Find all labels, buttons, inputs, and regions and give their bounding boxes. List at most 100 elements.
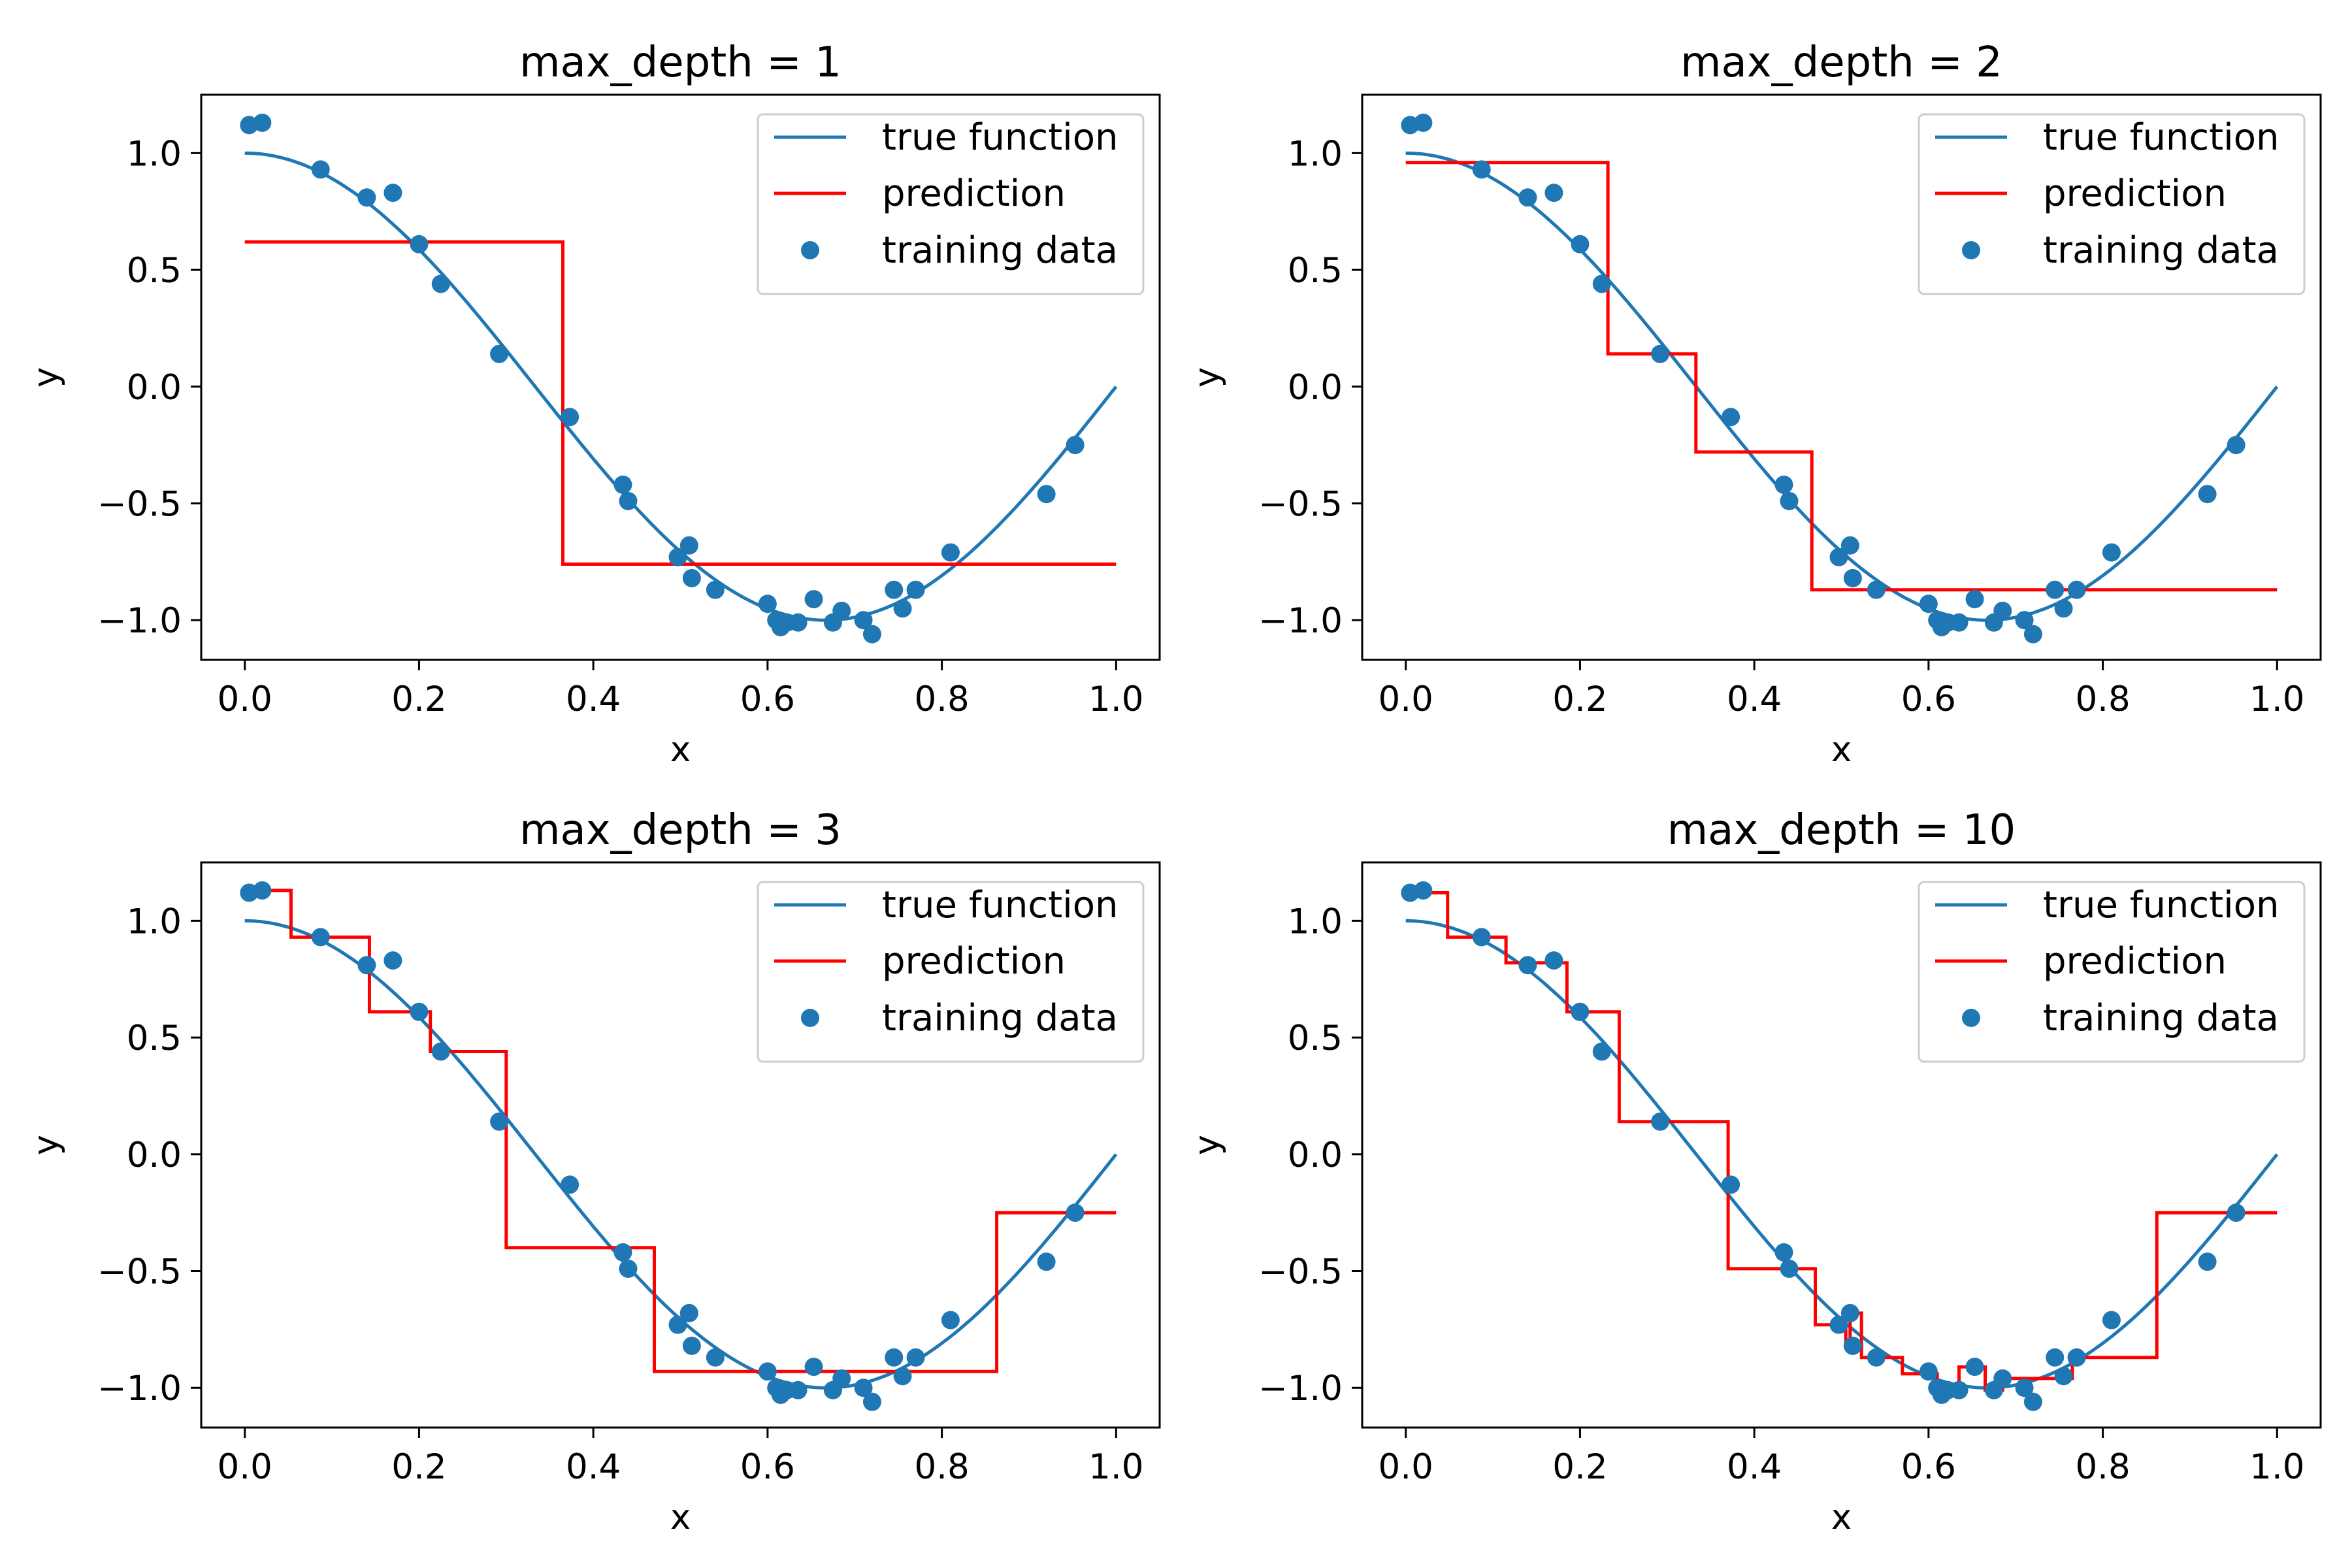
training-data-point: [885, 580, 904, 599]
plot-area: [1401, 113, 2279, 644]
training-data-point: [410, 235, 429, 253]
y-tick-label: 0.5: [127, 251, 182, 291]
x-tick-label: 0.0: [218, 679, 272, 719]
y-tick-label: 1.0: [127, 134, 182, 174]
x-tick-label: 0.6: [740, 679, 795, 719]
y-axis-label: y: [26, 367, 66, 387]
training-data-point: [668, 1315, 687, 1334]
training-data-point: [789, 613, 808, 632]
training-data-point: [1829, 1315, 1848, 1334]
training-data-point: [893, 1367, 912, 1386]
training-data-point: [1919, 595, 1938, 613]
y-tick-label: −0.5: [97, 485, 182, 525]
x-axis-label: x: [670, 730, 691, 770]
training-data-point: [357, 188, 376, 207]
training-data-point: [941, 543, 960, 562]
subplot-4: max_depth = 10 0.0 0.2 0.4 0.6 0.8 1.0 −1.0 −0.5…: [1187, 806, 2322, 1537]
legend-box: [757, 881, 1145, 1063]
training-data-point: [431, 1042, 450, 1061]
training-data-point: [1066, 436, 1085, 455]
training-data-point: [854, 1379, 873, 1397]
y-tick-label: 1.0: [127, 902, 182, 941]
training-data-point: [410, 1002, 429, 1021]
training-data-point: [1965, 1358, 1984, 1377]
x-tick-label: 0.8: [2075, 1447, 2130, 1487]
axes-frame: [200, 93, 1161, 661]
training-data-point: [2102, 543, 2121, 562]
legend: true function prediction training data: [757, 881, 1145, 1063]
training-data-point: [1651, 344, 1670, 363]
training-data-point: [862, 625, 881, 644]
training-data-point: [1544, 184, 1563, 203]
legend-entry: training data: [882, 229, 1118, 272]
prediction-line: [244, 240, 1117, 566]
legend-entry: prediction: [882, 172, 1066, 215]
legend-entry: true function: [882, 884, 1118, 926]
training-data-point: [789, 1380, 808, 1399]
y-tick-label: −1.0: [1258, 1369, 1343, 1409]
x-tick-label: 0.4: [566, 679, 621, 719]
legend-training-data-swatch: [1962, 241, 1980, 259]
training-data-point: [2198, 485, 2217, 504]
training-data-point: [253, 881, 272, 900]
legend: true function prediction training data: [1918, 881, 2306, 1063]
x-tick-label: 0.6: [1901, 1447, 1956, 1487]
subplot-title: max_depth = 1: [519, 39, 841, 87]
training-data-point: [2067, 1348, 2086, 1367]
training-data-point: [1829, 547, 1848, 566]
training-data-point: [2023, 625, 2042, 644]
training-data-point: [862, 1392, 881, 1411]
x-tick-label: 1.0: [1088, 1447, 1143, 1487]
training-data-point: [682, 568, 701, 587]
training-data-point: [2067, 580, 2086, 599]
training-data-point: [706, 1348, 725, 1367]
x-tick-label: 0.2: [391, 679, 446, 719]
subplot-title: max_depth = 2: [1680, 39, 2002, 87]
legend-entry: true function: [882, 116, 1118, 159]
plot-area: [240, 881, 1118, 1411]
legend-box: [1918, 881, 2306, 1063]
y-tick-label: 1.0: [1288, 134, 1343, 174]
training-data-point: [2102, 1311, 2121, 1330]
training-data-point: [832, 601, 851, 620]
training-data-point: [2046, 1348, 2065, 1367]
training-data-point: [1950, 1380, 1968, 1399]
training-data-point: [893, 599, 912, 618]
training-data-point: [490, 344, 509, 363]
prediction-line: [244, 889, 1117, 1373]
training-data-point: [1037, 1252, 1056, 1271]
training-data-point: [619, 1259, 638, 1278]
legend-training-data-swatch: [801, 1009, 819, 1027]
y-tick-label: −1.0: [1258, 601, 1343, 641]
training-data-point: [1722, 1175, 1740, 1194]
subplot-2: max_depth = 2 0.0 0.2 0.4 0.6 0.8 1.0 −1.0 −0.5 0…: [1187, 39, 2322, 770]
training-data-point: [2054, 1367, 2073, 1386]
training-data-point: [613, 475, 632, 494]
training-data-point: [311, 160, 330, 179]
training-data-point: [1950, 613, 1968, 632]
training-data-point: [1774, 1243, 1793, 1262]
training-data-point: [1518, 188, 1537, 207]
y-tick-label: −1.0: [97, 601, 182, 641]
training-data-point: [1993, 1369, 2012, 1388]
x-tick-label: 0.8: [914, 679, 969, 719]
y-tick-label: −0.5: [97, 1252, 182, 1292]
training-data-point: [1651, 1112, 1670, 1131]
training-data-point: [682, 1336, 701, 1355]
training-data-point: [1066, 1203, 1085, 1222]
training-data-point: [1867, 1348, 1886, 1367]
training-data-point: [758, 595, 777, 613]
training-data-point: [668, 547, 687, 566]
training-data-point: [1472, 928, 1491, 947]
training-data-point: [1414, 881, 1433, 900]
training-data-point: [253, 113, 272, 132]
x-tick-label: 0.0: [1379, 679, 1433, 719]
training-data-point: [1414, 113, 1433, 132]
training-data-point: [1592, 274, 1611, 293]
legend: true function prediction training data: [1918, 113, 2306, 295]
plot-area: [1401, 881, 2279, 1411]
legend-entry: training data: [882, 997, 1118, 1039]
y-tick-label: 0.5: [127, 1019, 182, 1058]
training-data-point: [384, 184, 402, 203]
training-data-point: [357, 956, 376, 975]
